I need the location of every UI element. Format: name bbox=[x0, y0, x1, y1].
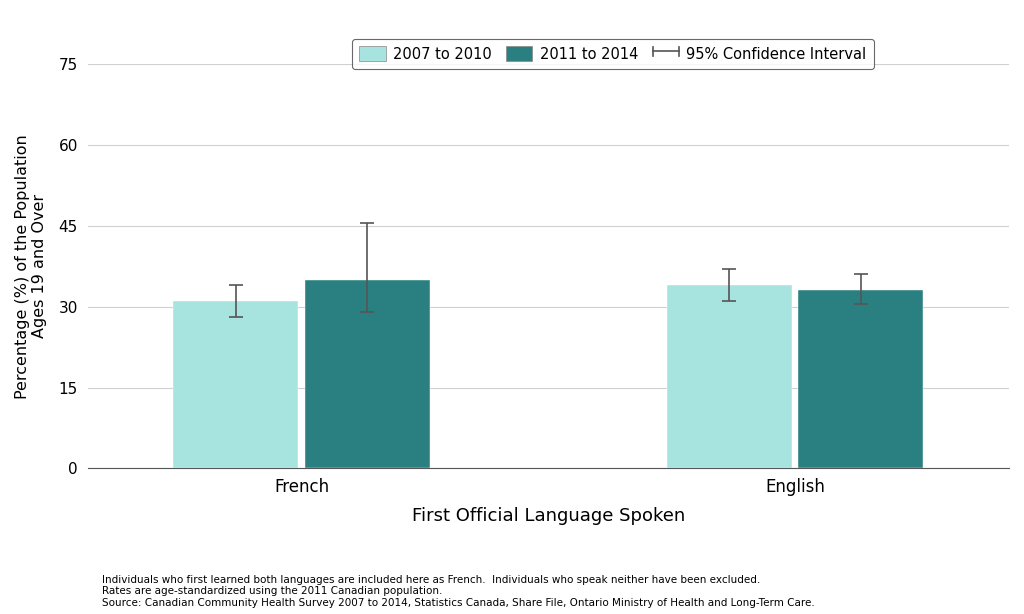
Legend: 2007 to 2010, 2011 to 2014, 95% Confidence Interval: 2007 to 2010, 2011 to 2014, 95% Confiden… bbox=[352, 39, 873, 69]
Bar bbox=[799, 290, 924, 468]
Text: Individuals who first learned both languages are included here as French.  Indiv: Individuals who first learned both langu… bbox=[102, 575, 815, 608]
Bar bbox=[173, 301, 298, 468]
Bar bbox=[305, 280, 430, 468]
X-axis label: First Official Language Spoken: First Official Language Spoken bbox=[412, 507, 685, 526]
Y-axis label: Percentage (%) of the Population
Ages 19 and Over: Percentage (%) of the Population Ages 19… bbox=[15, 134, 47, 398]
Bar bbox=[667, 285, 792, 468]
